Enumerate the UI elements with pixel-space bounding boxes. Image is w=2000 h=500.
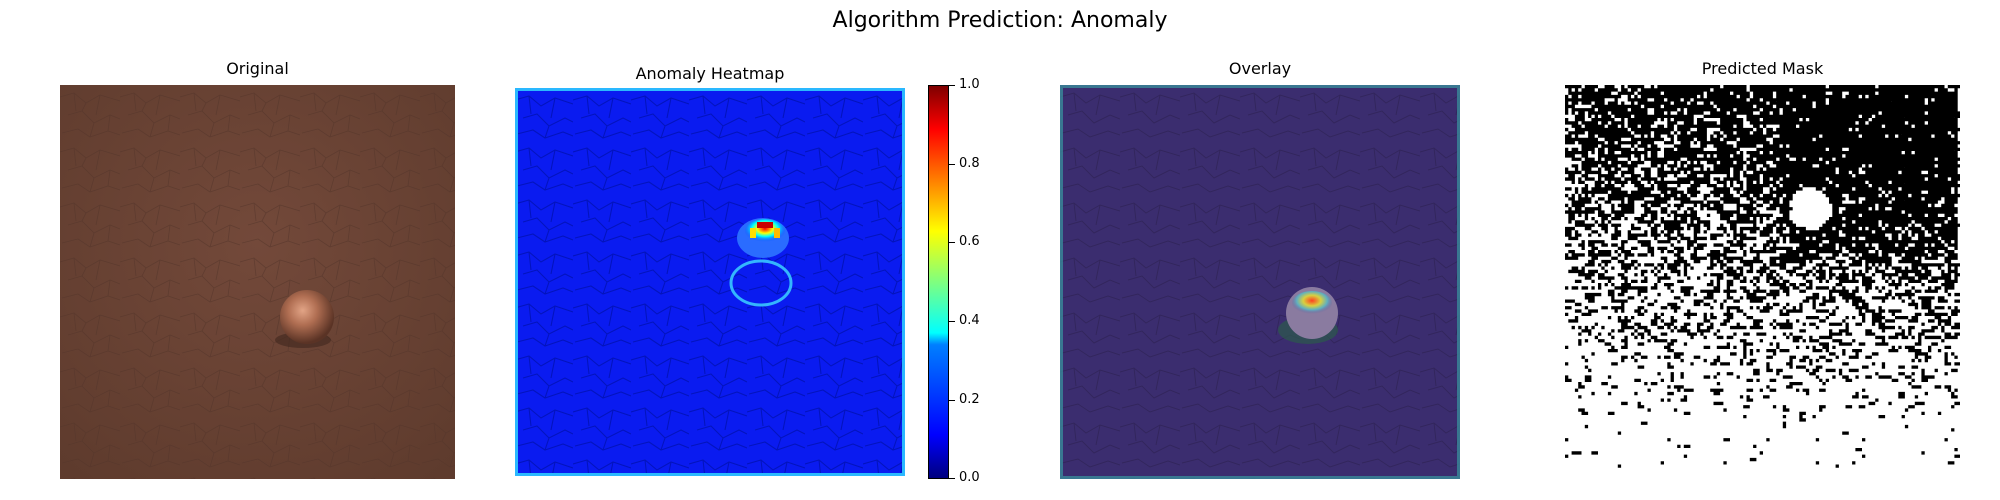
colorbar-tick-label: 0.0 [959, 470, 980, 485]
defect-bump [280, 290, 334, 344]
colorbar-tick-label: 0.8 [959, 156, 980, 171]
original-image [60, 85, 455, 479]
overlay-image [1060, 85, 1460, 479]
predicted-mask [1565, 85, 1960, 469]
overlay-hotspot [1292, 291, 1332, 315]
colorbar-tick [949, 321, 955, 322]
colorbar-tick [949, 85, 955, 86]
colorbar-tick [949, 478, 955, 479]
anomaly-heatmap [515, 88, 905, 476]
original-panel-title: Original [226, 59, 289, 78]
colorbar-tick-label: 1.0 [959, 77, 980, 92]
heatmap-panel-title: Anomaly Heatmap [635, 64, 785, 83]
colorbar-tick [949, 242, 955, 243]
overlay-panel-title: Overlay [1228, 59, 1292, 78]
colorbar [928, 85, 949, 479]
colorbar-tick [949, 164, 955, 165]
mask-pixels [1565, 85, 1960, 468]
colorbar-tick [949, 400, 955, 401]
figure-title: Algorithm Prediction: Anomaly [832, 8, 1168, 33]
colorbar-tick-label: 0.2 [959, 392, 980, 407]
colorbar-tick-label: 0.4 [959, 313, 980, 328]
colorbar-tick-label: 0.6 [959, 234, 980, 249]
mask-panel-title: Predicted Mask [1701, 59, 1824, 78]
